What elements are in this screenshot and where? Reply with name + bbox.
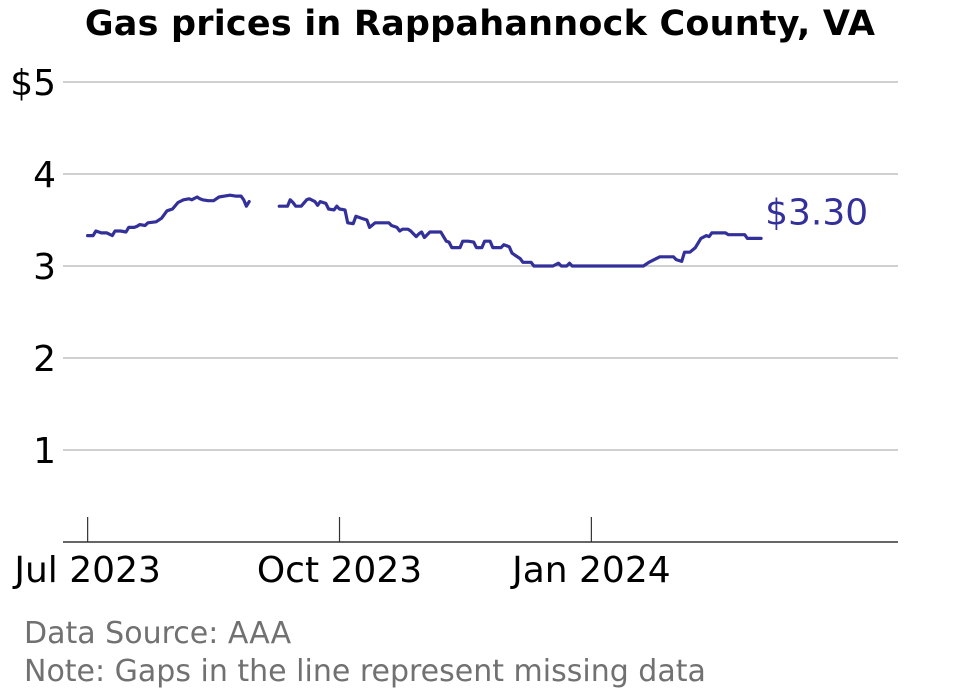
y-axis-tick-labels: 1 2 3 4 $5	[10, 63, 56, 472]
x-axis-tick-labels: Jul 2023 Oct 2023 Jan 2024	[12, 550, 670, 591]
x-tick-label: Jan 2024	[510, 550, 671, 591]
last-value-label: $3.30	[765, 192, 868, 233]
data-source-note: Data Source: AAA	[24, 616, 292, 651]
y-tick-label: $5	[10, 63, 56, 104]
y-tick-label: 1	[33, 431, 56, 472]
end-labels: $3.30	[765, 192, 868, 233]
series-line-segment-1	[85, 193, 251, 238]
grid-lines	[63, 81, 898, 451]
y-tick-label: 2	[33, 339, 56, 380]
x-tick-label: Jul 2023	[12, 550, 161, 591]
chart-title: Gas prices in Rappahannock County, VA	[84, 4, 876, 44]
gap-note: Note: Gaps in the line represent missing…	[24, 654, 706, 689]
y-tick-label: 3	[33, 247, 56, 288]
series-line-segment-2	[277, 197, 763, 268]
x-axis	[63, 517, 898, 543]
y-tick-label: 4	[33, 155, 56, 196]
price-series	[85, 193, 763, 268]
x-tick-label: Oct 2023	[257, 550, 422, 591]
